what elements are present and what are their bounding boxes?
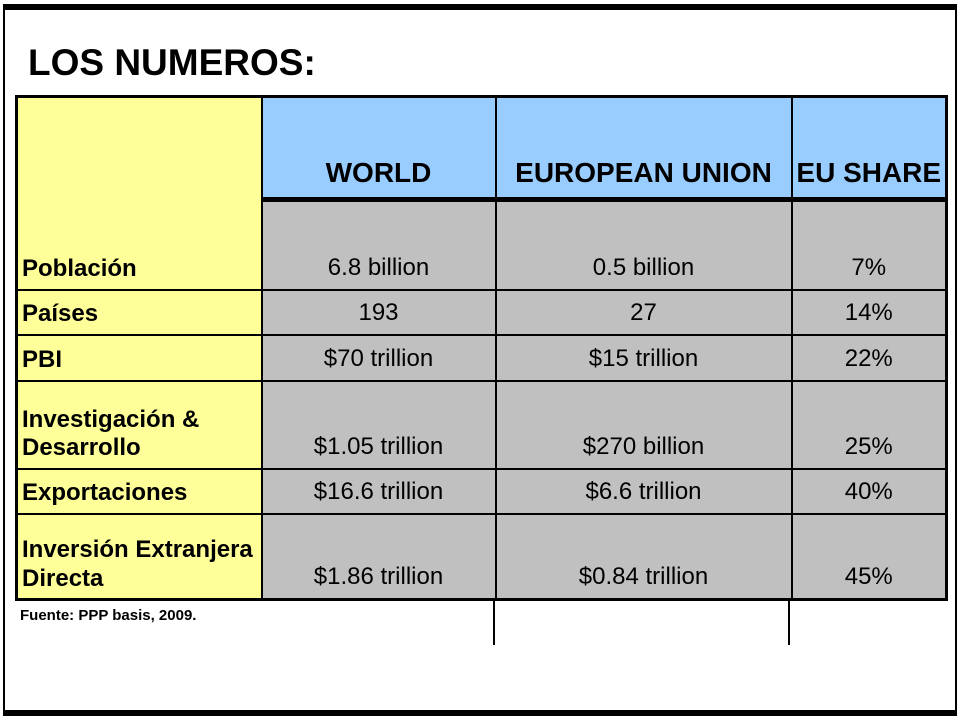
cell-eu-share: 40% [790, 467, 948, 515]
row-label-poblacion: Población [15, 199, 263, 291]
row-label-exportaciones: Exportaciones [15, 467, 263, 515]
cell-world: 6.8 billion [260, 198, 497, 291]
source-note: Fuente: PPP basis, 2009. [20, 607, 197, 624]
column-divider-stub [493, 599, 495, 645]
cell-world: $1.05 trillion [260, 379, 497, 470]
cell-eu-share: 45% [790, 512, 948, 601]
cell-eu: 0.5 billion [494, 198, 793, 291]
row-label-investigacion-desarrollo: Investigación & Desarrollo [15, 379, 263, 470]
cell-eu: $15 trillion [494, 333, 793, 382]
cell-world: $1.86 trillion [260, 512, 497, 601]
cell-eu-share: 7% [790, 198, 948, 291]
cell-eu: $6.6 trillion [494, 467, 793, 515]
cell-eu-share: 14% [790, 288, 948, 336]
cell-eu-share: 22% [790, 333, 948, 382]
cell-world: $16.6 trillion [260, 467, 497, 515]
page-title: LOS NUMEROS: [28, 42, 316, 83]
cell-eu-share: 25% [790, 379, 948, 470]
table-row: Países 193 27 14% [15, 288, 948, 336]
table-row: Investigación & Desarrollo $1.05 trillio… [15, 379, 948, 470]
table-row: Exportaciones $16.6 trillion $6.6 trilli… [15, 467, 948, 515]
cell-eu: 27 [494, 288, 793, 336]
cell-eu: $270 billion [494, 379, 793, 470]
col-header-european-union: EUROPEAN UNION [494, 95, 793, 202]
corner-cell [15, 95, 263, 200]
header-row: WORLD EUROPEAN UNION EU SHARE [15, 95, 948, 202]
row-label-pbi: PBI [15, 333, 263, 382]
column-divider-stub [788, 599, 790, 645]
row-label-paises: Países [15, 288, 263, 336]
col-header-eu-share: EU SHARE [790, 95, 948, 202]
cell-world: $70 trillion [260, 333, 497, 382]
table-row: Inversión Extranjera Directa $1.86 trill… [15, 512, 948, 601]
cell-world: 193 [260, 288, 497, 336]
table-row: PBI $70 trillion $15 trillion 22% [15, 333, 948, 382]
numbers-table: WORLD EUROPEAN UNION EU SHARE Población … [15, 95, 948, 601]
cell-eu: $0.84 trillion [494, 512, 793, 601]
row-label-inversion-extranjera-directa: Inversión Extranjera Directa [15, 512, 263, 601]
table-row: Población 6.8 billion 0.5 billion 7% [15, 198, 948, 291]
col-header-world: WORLD [260, 95, 497, 202]
